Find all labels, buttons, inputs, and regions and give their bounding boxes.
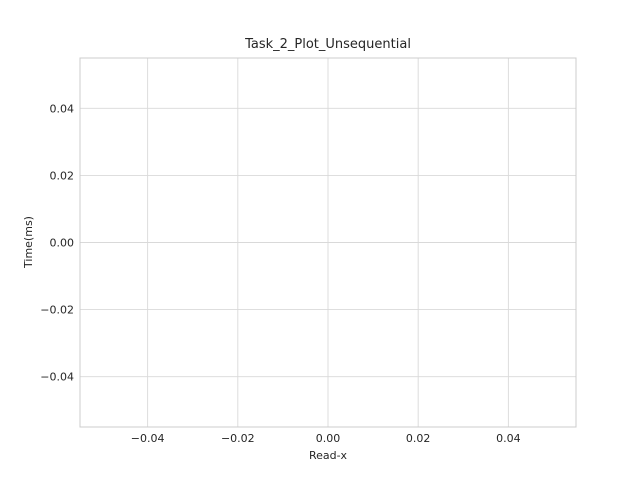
x-tick-label: −0.04 xyxy=(131,432,165,445)
y-tick-label: 0.04 xyxy=(50,102,75,115)
plot-frame xyxy=(79,57,577,428)
y-tick-labels: −0.04 −0.02 0.00 0.02 0.04 xyxy=(40,102,74,383)
x-tick-label: −0.02 xyxy=(221,432,255,445)
x-axis-label: Read-x xyxy=(309,449,348,462)
x-tick-label: 0.04 xyxy=(496,432,521,445)
x-tick-label: 0.00 xyxy=(316,432,341,445)
chart-title: Task_2_Plot_Unsequential xyxy=(244,37,411,52)
x-tick-label: 0.02 xyxy=(406,432,431,445)
y-tick-label: 0.00 xyxy=(50,237,75,250)
y-tick-label: 0.02 xyxy=(50,169,75,182)
y-tick-label: −0.02 xyxy=(40,304,74,317)
y-axis-label: Time(ms) xyxy=(22,216,35,269)
grid-layer xyxy=(80,58,576,427)
y-tick-label: −0.04 xyxy=(40,371,74,384)
x-tick-labels: −0.04 −0.02 0.00 0.02 0.04 xyxy=(131,432,521,445)
